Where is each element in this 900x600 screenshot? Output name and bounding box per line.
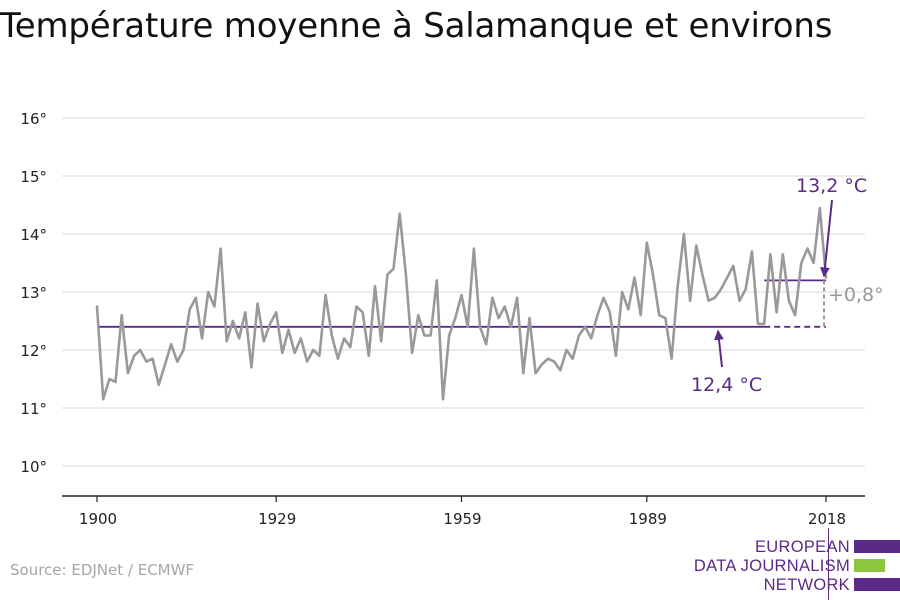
y-tick-label: 13° bbox=[20, 284, 47, 302]
edjnet-logo: EUROPEAN DATA JOURNALISM NETWORK bbox=[694, 528, 900, 600]
y-tick-label: 11° bbox=[20, 400, 47, 418]
grid-lines bbox=[62, 117, 865, 467]
y-tick-label: 15° bbox=[20, 168, 47, 186]
x-axis bbox=[62, 495, 865, 502]
recent-label: 13,2 °C bbox=[796, 175, 867, 197]
logo-bar-3 bbox=[854, 578, 900, 591]
logo-line-2: DATA JOURNALISM bbox=[693, 557, 850, 575]
y-tick-label: 16° bbox=[20, 110, 47, 128]
logo-line-3: NETWORK bbox=[763, 576, 850, 594]
series-layer bbox=[95, 206, 828, 401]
y-tick-labels: 10° 11° 12° 13° 14° 15° 16° bbox=[20, 110, 47, 476]
logo-bar-2 bbox=[854, 559, 885, 572]
logo-bar-1 bbox=[854, 540, 900, 553]
chart-title: Température moyenne à Salamanque et envi… bbox=[0, 6, 833, 46]
x-tick-label: 1959 bbox=[443, 510, 481, 528]
x-tick-label: 1929 bbox=[258, 510, 296, 528]
logo-divider bbox=[828, 528, 829, 600]
y-tick-label: 12° bbox=[20, 342, 47, 360]
x-tick-label: 2018 bbox=[808, 510, 846, 528]
x-tick-labels: 1900 1929 1959 1989 2018 bbox=[79, 510, 846, 528]
source-note: Source: EDJNet / ECMWF bbox=[10, 561, 195, 579]
series-line bbox=[95, 206, 828, 401]
y-tick-label: 10° bbox=[20, 458, 47, 476]
baseline-label: 12,4 °C bbox=[691, 374, 762, 396]
x-tick-label: 1989 bbox=[629, 510, 667, 528]
x-tick-label: 1900 bbox=[79, 510, 117, 528]
logo-line-1: EUROPEAN bbox=[754, 538, 850, 556]
recent-arrow bbox=[819, 199, 833, 278]
baseline-arrow bbox=[714, 329, 724, 368]
difference-label: +0,8° bbox=[828, 284, 884, 306]
y-tick-label: 14° bbox=[20, 226, 47, 244]
annotations: +0,8° 12,4 °C 13,2 °C bbox=[691, 175, 884, 396]
